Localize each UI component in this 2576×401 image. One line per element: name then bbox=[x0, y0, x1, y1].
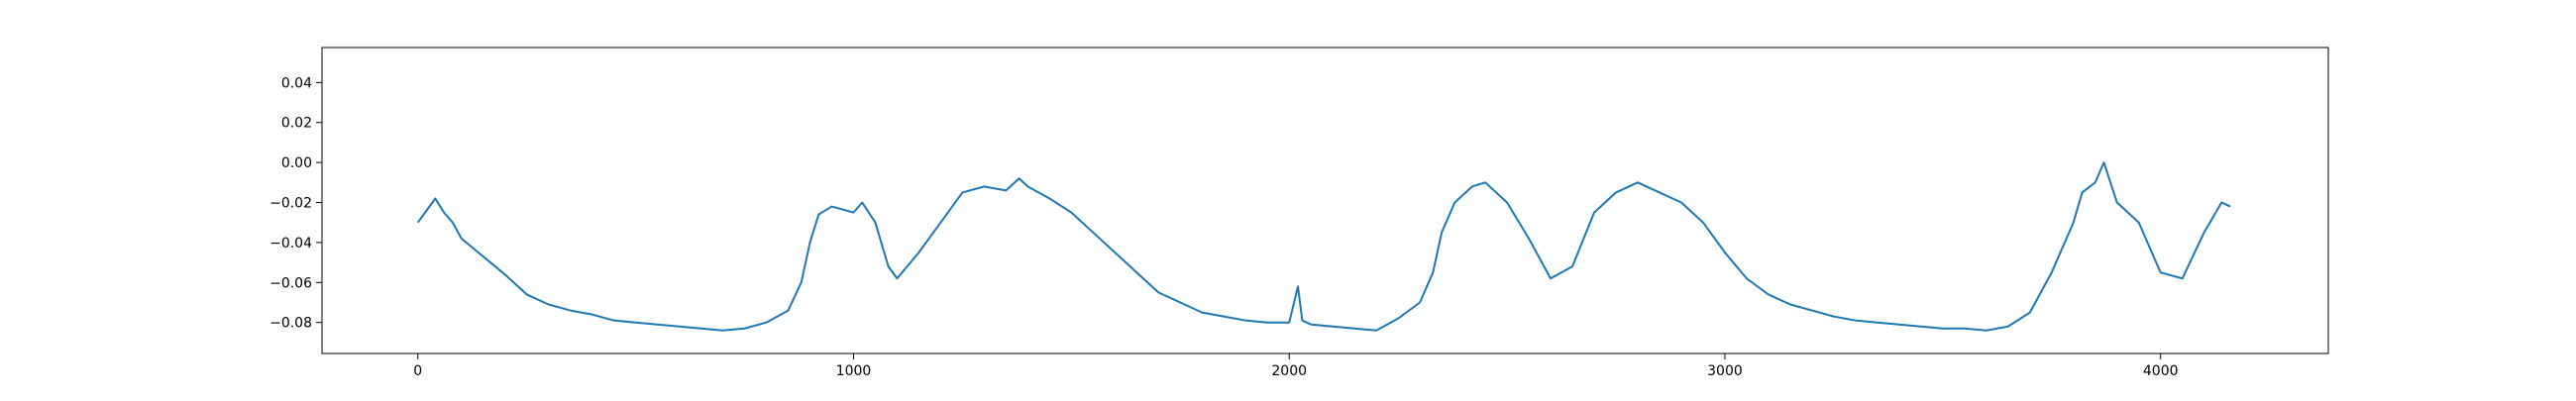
axes: 0 1000 2000 3000 4000 0.04 0.02 0.00 −0.02 −0.04 −… bbox=[269, 47, 2329, 379]
x-tick-label: 1000 bbox=[836, 363, 872, 379]
y-tick-label: 0.04 bbox=[281, 75, 312, 91]
series-line bbox=[416, 161, 2231, 332]
x-tick-label: 0 bbox=[413, 363, 422, 379]
x-tick-label: 3000 bbox=[1707, 363, 1743, 379]
y-tick-label: 0.00 bbox=[281, 155, 312, 171]
y-tick-label: 0.02 bbox=[281, 116, 312, 132]
y-tick-label: −0.08 bbox=[269, 316, 312, 332]
y-tick-label: −0.04 bbox=[269, 236, 312, 251]
y-tick-label: −0.06 bbox=[269, 275, 312, 291]
y-tick-label: −0.02 bbox=[269, 196, 312, 212]
plot-area bbox=[416, 161, 2231, 332]
plot-frame bbox=[321, 47, 2329, 354]
x-tick-label: 2000 bbox=[1271, 363, 1307, 379]
x-tick-label: 4000 bbox=[2143, 363, 2179, 379]
